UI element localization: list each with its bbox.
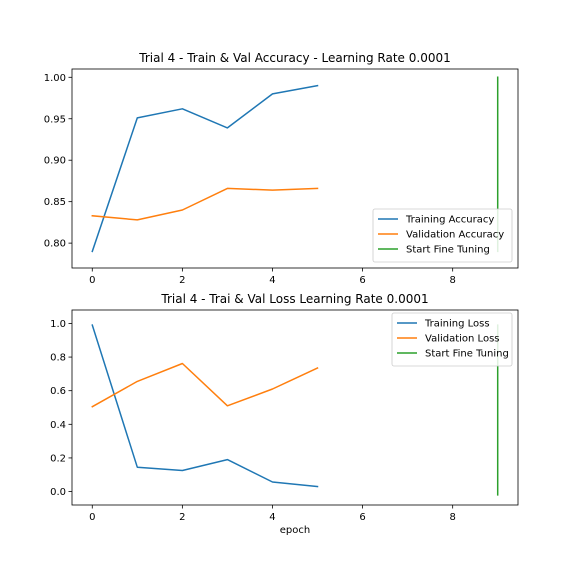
y-tick-label: 0.85	[44, 197, 66, 208]
x-tick-label: 0	[89, 512, 95, 523]
y-tick-label: 1.00	[44, 73, 66, 84]
x-tick-label: 6	[359, 275, 365, 286]
x-axis-label: epoch	[280, 525, 310, 536]
x-tick-label: 6	[359, 512, 365, 523]
y-tick-label: 0.4	[50, 420, 66, 431]
x-tick-label: 2	[179, 275, 185, 286]
plot-frame	[71, 309, 519, 506]
x-tick-label: 0	[89, 275, 95, 286]
legend-box	[391, 312, 513, 367]
legend-label: Start Fine Tuning	[425, 349, 509, 360]
legend: Training Accuracy Validation Accuracy Star…	[372, 208, 513, 263]
series-line-2	[91, 362, 319, 408]
series-line-2	[91, 187, 319, 221]
y-tick-label: 1.0	[50, 319, 66, 330]
x-tick-label: 4	[269, 512, 275, 523]
chart-title: Trial 4 - Trai & Val Loss Learning Rate …	[160, 292, 428, 306]
x-tick-label: 4	[269, 275, 275, 286]
legend: Training Loss Validation Loss Start Fine T…	[391, 312, 513, 367]
legend-label: Start Fine Tuning	[406, 245, 490, 256]
y-tick-label: 0.2	[50, 453, 66, 464]
legend-label: Training Accuracy	[405, 215, 494, 226]
legend-label: Validation Loss	[425, 334, 500, 345]
series-line-1	[91, 84, 319, 253]
legend-label: Validation Accuracy	[406, 230, 504, 241]
chart-title: Trial 4 - Train & Val Accuracy - Learnin…	[138, 51, 450, 65]
series-line-1	[91, 324, 319, 488]
legend-box	[372, 208, 513, 263]
y-tick-label: 0.0	[50, 487, 66, 498]
x-tick-label: 8	[449, 275, 455, 286]
chart-1: Trial 4 - Train & Val Accuracy - Learnin…	[44, 51, 519, 286]
y-tick-label: 0.80	[44, 239, 66, 250]
legend-label: Training Loss	[424, 319, 490, 330]
y-tick-label: 0.90	[44, 156, 66, 167]
y-tick-label: 0.95	[44, 114, 66, 125]
plot-frame	[71, 68, 519, 269]
x-tick-label: 2	[179, 512, 185, 523]
y-tick-label: 0.8	[50, 353, 66, 364]
chart-2: Trial 4 - Trai & Val Loss Learning Rate …	[50, 292, 519, 536]
y-tick-label: 0.6	[50, 386, 66, 397]
x-tick-label: 8	[449, 512, 455, 523]
